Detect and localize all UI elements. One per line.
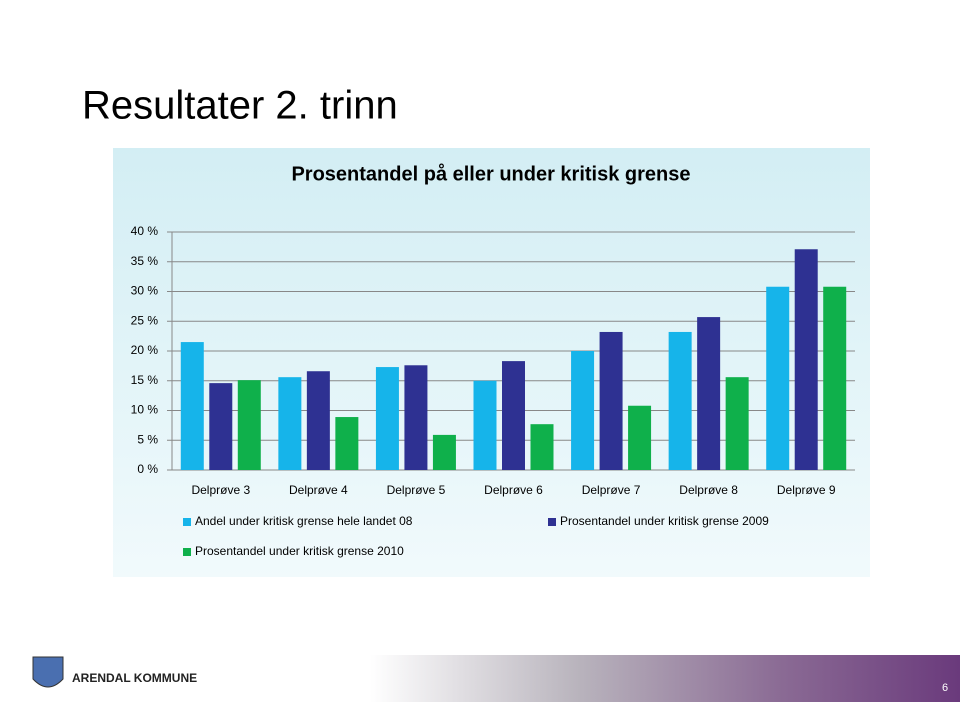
- legend-swatch: [548, 518, 556, 526]
- bar: [725, 377, 749, 470]
- y-tick-label: 5 %: [137, 432, 158, 446]
- bar: [404, 365, 428, 470]
- bar: [306, 371, 330, 470]
- legend-label: Prosentandel under kritisk grense 2010: [195, 544, 404, 558]
- y-tick-label: 30 %: [131, 284, 159, 298]
- x-tick-label: Delprøve 3: [191, 483, 250, 497]
- y-tick-label: 0 %: [137, 462, 158, 476]
- bar: [209, 383, 233, 470]
- bar: [180, 342, 204, 470]
- y-tick-label: 20 %: [131, 343, 159, 357]
- legend-label: Andel under kritisk grense hele landet 0…: [195, 514, 413, 528]
- legend-swatch: [183, 548, 191, 556]
- y-tick-label: 40 %: [131, 224, 159, 238]
- x-tick-label: Delprøve 6: [484, 483, 543, 497]
- bar: [375, 367, 399, 470]
- y-tick-label: 35 %: [131, 254, 159, 268]
- bar: [502, 361, 525, 470]
- slide-title: Resultater 2. trinn: [82, 84, 398, 128]
- chart-panel: [113, 148, 870, 577]
- page-number: 6: [942, 682, 948, 694]
- bar: [278, 377, 302, 470]
- legend-swatch: [183, 518, 191, 526]
- plot: 0 % 5 % 10 % 15 % 20 % 25 % 30 % 35 % 40 % Delprø…: [131, 224, 855, 558]
- y-tick-label: 25 %: [131, 313, 159, 327]
- bar: [794, 249, 818, 470]
- bar: [628, 405, 652, 470]
- logo: [32, 656, 64, 688]
- footer-band: [370, 655, 960, 702]
- bar: [432, 434, 456, 470]
- x-tick-label: Delprøve 7: [582, 483, 641, 497]
- x-tick-label: Delprøve 5: [387, 483, 446, 497]
- y-tick-label: 10 %: [131, 403, 159, 417]
- bar: [335, 417, 359, 470]
- bar: [530, 424, 554, 470]
- x-tick-label: Delprøve 9: [777, 483, 836, 497]
- bar: [766, 286, 790, 470]
- y-tick-label: 15 %: [131, 373, 159, 387]
- footer-org: ARENDAL KOMMUNE: [72, 671, 197, 685]
- x-tick-label: Delprøve 8: [679, 483, 738, 497]
- bar: [473, 380, 497, 470]
- legend-label: Prosentandel under kritisk grense 2009: [560, 514, 769, 528]
- bar: [697, 317, 721, 470]
- bar: [823, 286, 847, 470]
- bar: [237, 380, 261, 470]
- x-tick-label: Delprøve 4: [289, 483, 348, 497]
- bar: [599, 331, 623, 470]
- chart-title: Prosentandel på eller under kritisk gren…: [291, 162, 690, 185]
- bar: [571, 351, 595, 470]
- bar: [668, 331, 692, 470]
